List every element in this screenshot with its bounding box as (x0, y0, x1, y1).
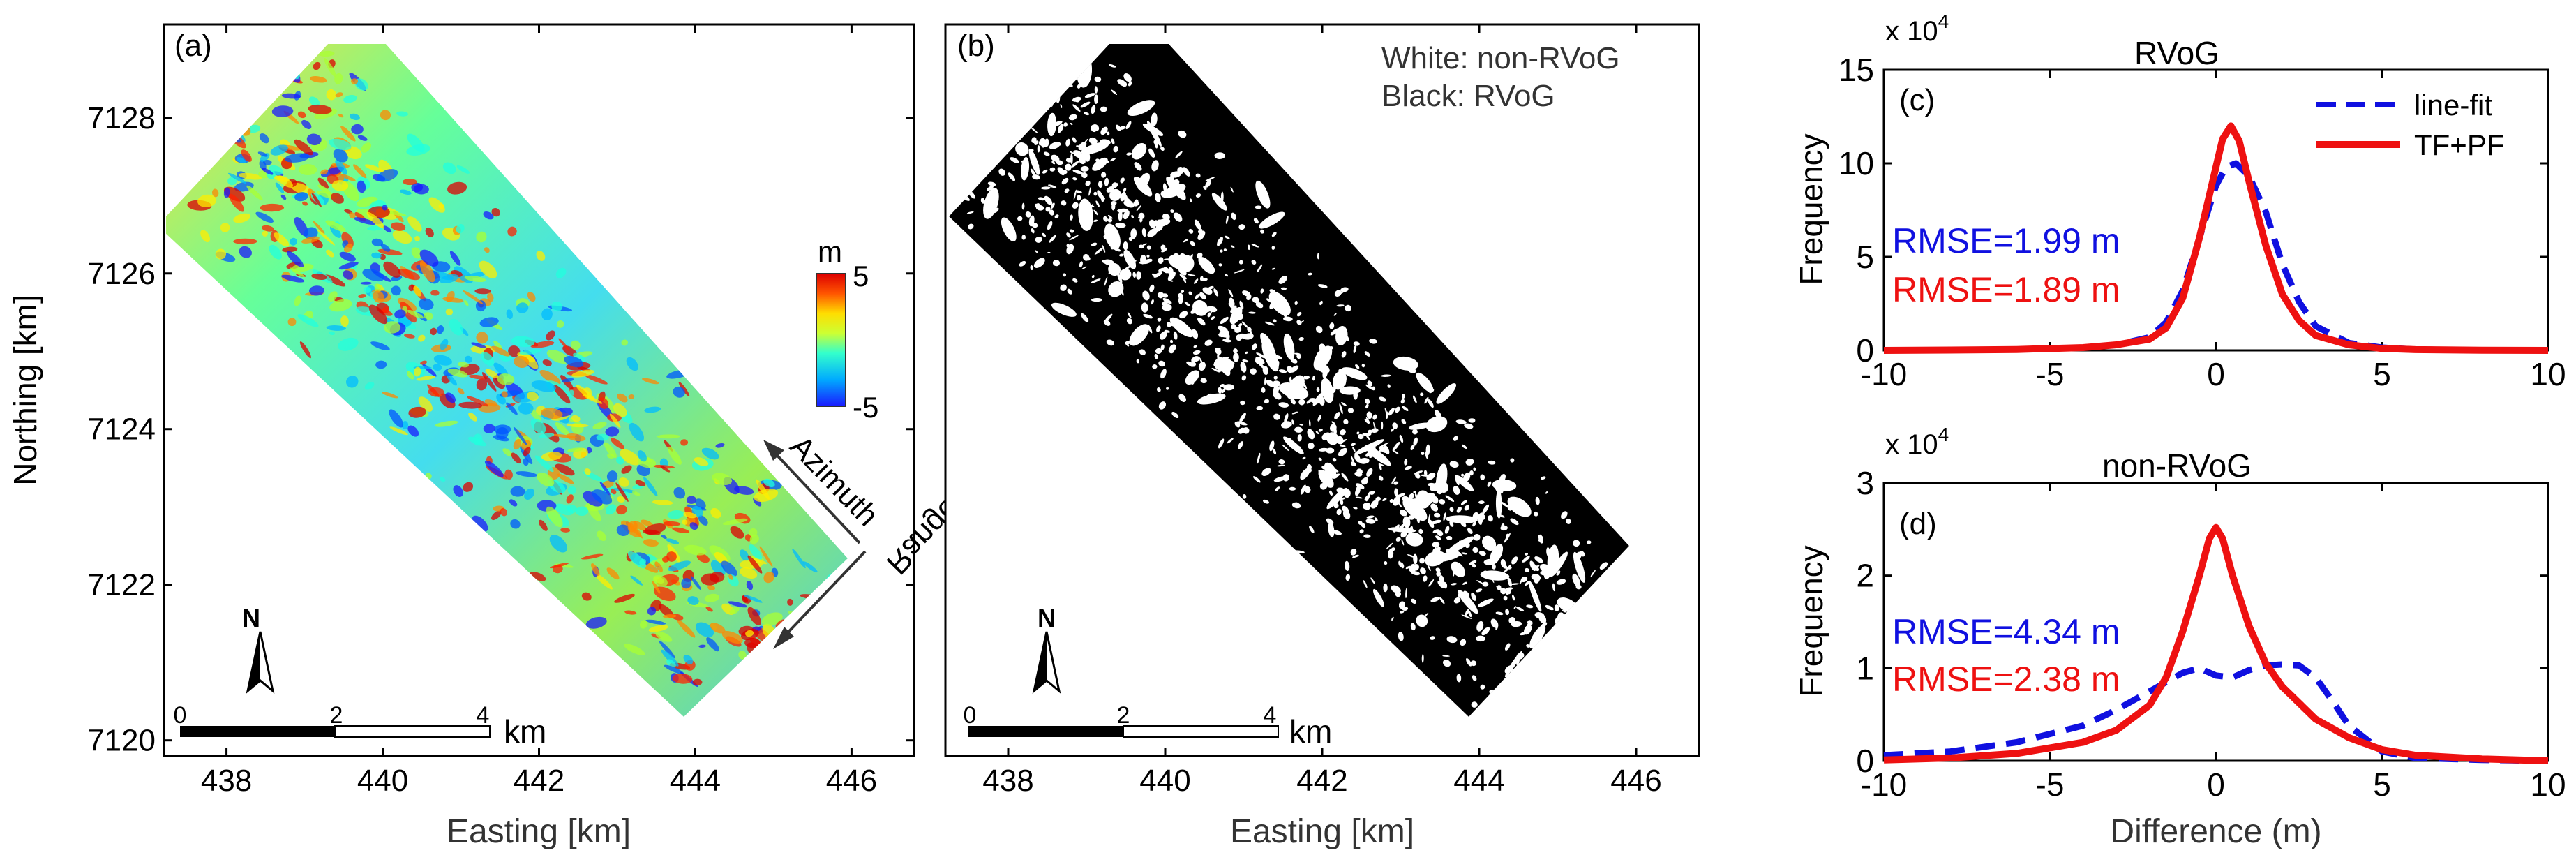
panel-c-legend: line-fit TF+PF (2316, 89, 2505, 161)
panel-a-xlabel: Easting [km] (447, 813, 631, 850)
scale-bar-b-unit: km (1289, 713, 1332, 750)
scale-bar-a-4: 4 (477, 702, 490, 729)
panel-a-xtick-label: 446 (826, 764, 877, 798)
panel-c-xtick-label: -5 (2036, 356, 2065, 392)
colorbar (816, 273, 846, 407)
panel-c-ytick-label: 15 (1839, 52, 1874, 88)
scale-bar-b-4: 4 (1264, 702, 1277, 729)
panel-a-ytick-label: 7124 (87, 413, 156, 447)
panel-d-xtick-label: 10 (2530, 766, 2566, 803)
panel-c-xtick-label: 5 (2373, 356, 2391, 392)
panel-c-ylabel: Frequency (1793, 133, 1829, 285)
panel-c-rmse-red: RMSE=1.89 m (1892, 270, 2120, 309)
panel-a-xtick-label: 438 (201, 764, 252, 798)
north-label-a: N (242, 604, 260, 632)
colorbar-unit: m (818, 235, 842, 268)
panel-d-xlabel: Difference (m) (2110, 813, 2321, 850)
north-label-b: N (1038, 604, 1056, 632)
panel-d-xtick-label: -10 (1861, 766, 1907, 803)
panel-c-ytick-label: 0 (1856, 332, 1874, 369)
panel-a-label: (a) (174, 29, 212, 63)
panel-b-xtick-label: 438 (982, 764, 1033, 798)
scale-bar-a-unit: km (504, 713, 546, 750)
panel-d-ytick-label: 2 (1856, 558, 1874, 594)
scale-bar-b-2: 2 (1117, 702, 1130, 729)
panel-d-label: (d) (1899, 507, 1937, 541)
panel-d-rmse-red: RMSE=2.38 m (1892, 660, 2120, 699)
panel-a-xtick-label: 442 (514, 764, 564, 798)
north-arrow-a: N (242, 604, 275, 694)
panel-b-xtick-label: 442 (1296, 764, 1347, 798)
panel-b-legend-white: White: non-RVoG (1381, 41, 1620, 75)
panel-a: (a) m 5 -5 Azimuth Range N 0 2 4 km (7, 23, 967, 850)
colorbar-min-label: -5 (853, 391, 878, 424)
legend-line-fit-label: line-fit (2414, 89, 2492, 121)
panel-a-ytick-label: 7126 (87, 257, 156, 291)
panel-a-xtick-label: 440 (357, 764, 408, 798)
panel-d-ytick-label: 1 (1856, 650, 1874, 686)
panel-b-classification-map (949, 44, 1629, 717)
panel-c-ytick-label: 10 (1839, 145, 1874, 181)
panel-a-ytick-label: 7128 (87, 101, 156, 135)
panel-c-series-tf-pf (1883, 122, 2549, 354)
panel-c-ytick-label: 5 (1856, 239, 1874, 275)
panel-b-label: (b) (957, 29, 995, 63)
panel-c-xtick-label: 10 (2530, 356, 2566, 392)
north-arrow-b: N (1032, 604, 1061, 694)
panel-d-series-line-fit (1883, 661, 2549, 764)
scale-bar-a-2: 2 (330, 702, 343, 729)
panel-a-ytick-label: 7120 (87, 724, 156, 758)
panel-c-multiplier: x 104 (1885, 10, 1949, 47)
scale-bar-a-0: 0 (174, 702, 187, 729)
panel-b-xtick-label: 446 (1610, 764, 1661, 798)
panel-b-xtick-label: 444 (1453, 764, 1504, 798)
panel-c-title: RVoG (2134, 35, 2219, 71)
panel-b-xlabel: Easting [km] (1230, 813, 1414, 850)
legend-tfpf-label: TF+PF (2414, 128, 2505, 161)
scale-bar-b: 0 2 4 km (964, 702, 1333, 750)
panel-c: (c) RVoG x 104 Frequency -10 -5 0 5 10 0 5 10 15… (1793, 10, 2566, 392)
panel-c-xtick-label: 0 (2207, 356, 2225, 392)
panel-d-rmse-blue: RMSE=4.34 m (1892, 612, 2120, 651)
panel-d-ylabel: Frequency (1793, 545, 1829, 697)
panel-c-xtick-label: -10 (1861, 356, 1907, 392)
panel-c-frame (1882, 68, 2549, 352)
panel-d-xtick-label: 5 (2373, 766, 2391, 803)
panel-d-xtick-label: 0 (2207, 766, 2225, 803)
panel-d: (d) non-RVoG x 104 Frequency -10 -5 0 5 10 0 1… (1793, 424, 2566, 850)
panel-d-series-tf-pf (1883, 523, 2549, 764)
scale-bar-b-0: 0 (964, 702, 977, 729)
panel-b-legend-black: Black: RVoG (1381, 79, 1555, 113)
panel-d-xtick-label: -5 (2036, 766, 2065, 803)
panel-b: (b) White: non-RVoG Black: RVoG N 0 2 4 … (944, 23, 1700, 850)
panel-c-label: (c) (1899, 83, 1935, 117)
panel-a-ytick-label: 7122 (87, 568, 156, 602)
panel-a-ylabel: Northing [km] (7, 295, 43, 486)
panel-d-ytick-label: 0 (1856, 743, 1874, 779)
panel-a-xtick-label: 444 (670, 764, 721, 798)
panel-b-xtick-label: 440 (1139, 764, 1190, 798)
colorbar-max-label: 5 (853, 260, 869, 292)
panel-c-rmse-blue: RMSE=1.99 m (1892, 221, 2120, 260)
panel-d-title: non-RVoG (2102, 447, 2252, 484)
panel-d-ytick-label: 3 (1856, 465, 1874, 501)
scale-bar-a: 0 2 4 km (174, 702, 547, 750)
panel-d-multiplier: x 104 (1885, 424, 1949, 460)
